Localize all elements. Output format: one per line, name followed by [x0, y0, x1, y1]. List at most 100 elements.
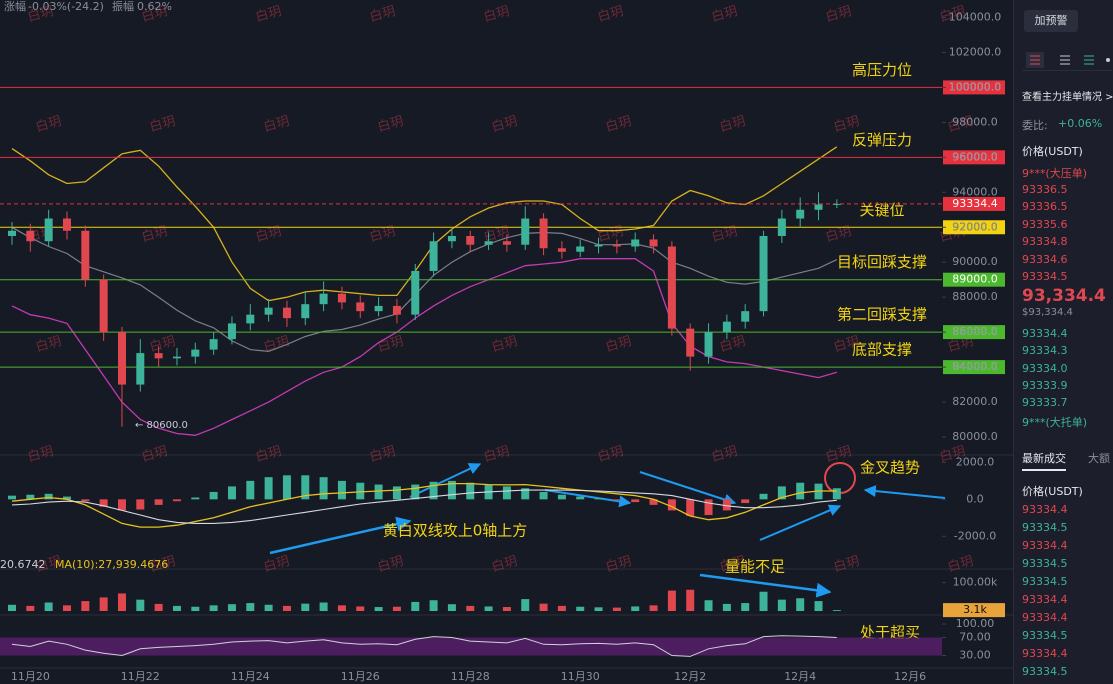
watermark: 白玥	[938, 3, 967, 25]
macd-bar	[631, 499, 640, 503]
watermark: 白玥	[490, 553, 519, 575]
arrows	[269, 462, 946, 598]
bid-row: 93334.3	[1022, 344, 1068, 358]
volume-bar	[136, 599, 145, 611]
watermark: 白玥	[254, 3, 283, 25]
watermark: 白玥	[368, 3, 397, 25]
watermark: 白玥	[140, 443, 169, 465]
trade-row: 93334.5	[1022, 575, 1068, 588]
candle-body	[191, 349, 200, 357]
level-note: 目标回踩支撑	[837, 253, 927, 271]
candle-body	[154, 353, 163, 359]
ask-row: 93336.5	[1022, 200, 1068, 213]
ask-row: 93334.6	[1022, 252, 1068, 266]
arrow	[269, 516, 412, 555]
watermark: 白玥	[824, 223, 853, 245]
macd-bar	[301, 475, 310, 500]
y-tick-label: 100.00	[956, 617, 995, 630]
watermark: 白玥	[604, 333, 633, 355]
watermark: 白玥	[482, 443, 511, 465]
volume-ma-legend: MA(10):27,939.4676	[55, 558, 168, 571]
trade-row: 93334.4	[1022, 539, 1068, 552]
ask-row: 93335.6	[1022, 217, 1068, 231]
candle-body	[374, 305, 383, 312]
volume-bar	[62, 605, 71, 611]
candle-body	[246, 314, 255, 324]
icon	[1030, 55, 1040, 65]
level-note: 第二回踩支撑	[837, 306, 927, 324]
arrow	[863, 485, 946, 499]
candle-body	[411, 270, 420, 315]
macd-dea	[11, 489, 837, 524]
annotation: 金叉趋势	[860, 459, 920, 477]
macd-bar	[704, 499, 713, 516]
candle-body	[319, 293, 328, 305]
candle-body	[62, 218, 71, 231]
macd-bar	[227, 486, 236, 500]
trade-row: 93334.4	[1022, 647, 1068, 660]
candle-body	[337, 293, 346, 303]
volume-bar	[594, 607, 603, 611]
background	[0, 0, 1013, 684]
watermark: 白玥	[718, 333, 747, 355]
volume-bar	[44, 602, 53, 611]
watermark: 白玥	[262, 333, 291, 355]
level-note: 反弹压力	[852, 131, 912, 149]
watermark: 白玥	[596, 223, 625, 245]
macd-bar	[832, 488, 841, 500]
candle-body	[356, 302, 365, 312]
watermark: 白玥	[832, 333, 861, 355]
tab-active[interactable]: 最新成交	[1022, 450, 1066, 471]
trade-row: 93334.4	[1022, 611, 1068, 624]
candle-body	[26, 230, 35, 242]
candle-body	[814, 204, 823, 210]
candle-body	[301, 304, 310, 319]
price-header: 价格(USDT)	[1022, 145, 1083, 158]
last-price: 93,334.4	[1022, 286, 1106, 306]
watermark: 白玥	[140, 223, 169, 245]
ask-row: 93334.8	[1022, 235, 1068, 248]
arrow	[759, 504, 842, 541]
candle-body	[631, 239, 640, 247]
order-book-link[interactable]: 查看主力挂单情况 >	[1022, 92, 1113, 103]
macd-bar	[539, 491, 548, 500]
trade-row: 93334.5	[1022, 557, 1068, 570]
tab[interactable]: 大额	[1088, 452, 1110, 465]
volume-bar	[667, 590, 676, 611]
macd-bar	[62, 496, 71, 500]
bid-row: 93334.4	[1022, 327, 1068, 340]
level-note: 底部支撑	[852, 341, 912, 359]
y-tick-label: 96000.0	[952, 150, 998, 163]
volume-bar	[374, 607, 383, 611]
watermark: 白玥	[946, 113, 975, 135]
y-tick-label: 84000.0	[952, 360, 998, 373]
y-tick-label: 82000.0	[952, 395, 998, 408]
y-tick-label: 100.00k	[953, 576, 998, 589]
volume-bar	[484, 606, 493, 611]
low-annotation: ← 80600.0	[135, 420, 188, 431]
candle-body	[612, 244, 621, 247]
macd-bar	[356, 482, 365, 500]
candle-body	[722, 321, 731, 333]
macd-bar	[282, 475, 291, 500]
x-tick-label: 12月4	[784, 670, 816, 683]
alert-button[interactable]: 加预警	[1024, 10, 1078, 32]
commission-ratio-label: 委比:	[1022, 119, 1048, 132]
volume-bar	[447, 604, 456, 611]
x-tick-label: 11月30	[561, 670, 600, 683]
current-price-box	[943, 196, 1005, 211]
macd-bar	[722, 499, 731, 511]
candle-body	[502, 241, 511, 245]
candle-body	[81, 230, 90, 280]
icon[interactable]	[1106, 58, 1110, 62]
amplitude: 0.62%	[137, 0, 172, 13]
icon[interactable]	[1060, 55, 1070, 65]
volume-bar	[191, 606, 200, 611]
volume-legend: 20.6742	[0, 558, 46, 571]
x-tick-label: 11月20	[11, 670, 50, 683]
volume-bar	[704, 600, 713, 611]
watermark: 白玥	[148, 333, 177, 355]
icon[interactable]	[1084, 55, 1094, 65]
y-tick-label: 88000.0	[952, 290, 998, 303]
